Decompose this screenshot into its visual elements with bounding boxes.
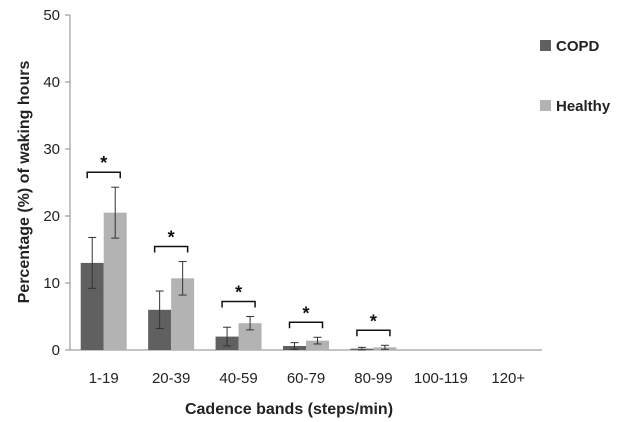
y-tick-label: 50 (43, 7, 60, 24)
significance-bracket (153, 245, 189, 253)
significance-star: * (100, 153, 107, 173)
x-tick-label: 1-19 (89, 370, 119, 387)
x-tick-label: 20-39 (152, 370, 190, 387)
bar-healthy-20-39 (171, 278, 195, 350)
bars (80, 212, 397, 350)
significance-bracket (288, 321, 324, 329)
significance-bracket (221, 300, 256, 308)
x-tick-label: 60-79 (287, 370, 325, 387)
y-tick-label: 0 (52, 342, 60, 359)
significance-star: * (302, 303, 309, 323)
significance-star: * (235, 283, 242, 303)
y-tick-label: 10 (43, 275, 60, 292)
significance-markers: * * * * * (86, 153, 391, 337)
bar-copd-1-19 (80, 262, 104, 350)
bar-healthy-1-19 (103, 212, 127, 350)
legend-label-healthy: Healthy (556, 98, 611, 115)
legend-label-copd: COPD (556, 38, 600, 55)
x-axis: 1-19 20-39 40-59 60-79 80-99 100-119 120+ (70, 349, 542, 387)
x-axis-title: Cadence bands (steps/min) (185, 401, 393, 418)
x-tick-label: 40-59 (219, 370, 257, 387)
bar-copd-20-39 (148, 309, 172, 350)
bar-healthy-60-79 (306, 340, 329, 350)
y-axis: 0 10 20 30 40 50 (43, 7, 71, 359)
error-bars (88, 186, 389, 351)
y-tick-label: 20 (43, 208, 60, 225)
legend-swatch-copd (540, 40, 551, 51)
y-axis-title: Percentage (%) of waking hours (16, 61, 33, 304)
y-tick-label: 40 (43, 74, 60, 91)
significance-star: * (168, 228, 175, 248)
x-tick-label: 80-99 (354, 370, 392, 387)
legend-swatch-healthy (540, 100, 551, 111)
bar-healthy-40-59 (238, 323, 262, 350)
legend: COPD Healthy (540, 38, 611, 115)
significance-bracket (86, 171, 121, 179)
y-tick-label: 30 (43, 141, 60, 158)
significance-star: * (370, 311, 377, 331)
x-tick-label: 100-119 (414, 370, 468, 387)
significance-bracket (356, 329, 391, 337)
x-tick-label: 120+ (491, 370, 525, 387)
